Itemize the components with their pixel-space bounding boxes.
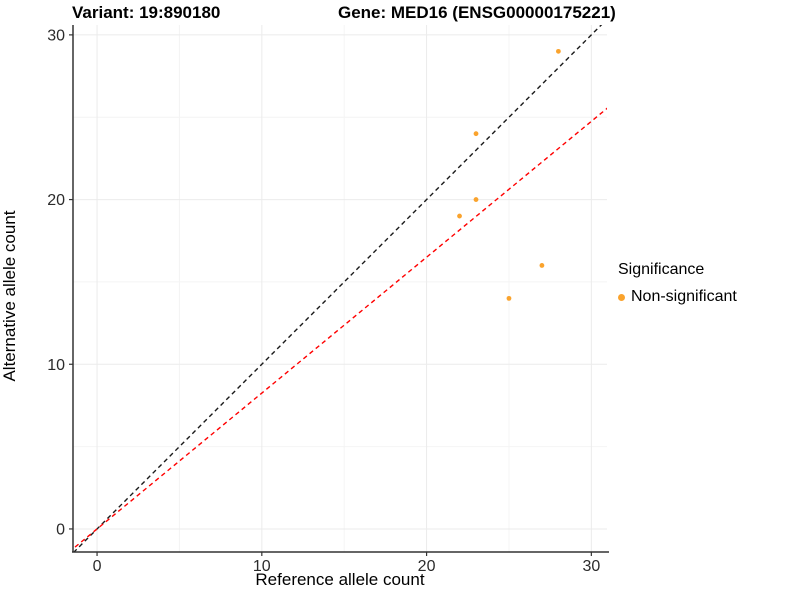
- x-axis-title: Reference allele count: [255, 570, 425, 589]
- expected-ratio-line: [73, 107, 607, 550]
- y-tick-label: 20: [47, 192, 65, 209]
- legend: Significance Non-significant: [618, 260, 737, 306]
- data-point: [555, 48, 561, 54]
- data-point: [539, 263, 545, 268]
- point-swatch-icon: [618, 293, 625, 301]
- y-tick-label: 30: [47, 27, 65, 44]
- data-point: [473, 197, 479, 202]
- x-tick-label: 0: [93, 558, 102, 575]
- data-point: [457, 213, 462, 219]
- variant-title: Variant: 19:890180: [72, 3, 221, 22]
- x-tick-label: 10: [253, 558, 271, 575]
- x-tick-label: 20: [418, 558, 436, 575]
- gene-title: Gene: MED16 (ENSG00000175221): [338, 3, 616, 22]
- data-point: [473, 131, 479, 137]
- legend-title: Significance: [618, 261, 705, 278]
- legend-entry-label: Non-significant: [631, 288, 737, 305]
- y-tick-label: 10: [47, 357, 65, 374]
- identity-line: [73, 25, 603, 552]
- y-tick-label: 0: [56, 521, 65, 538]
- legend-entry: Non-significant: [618, 288, 737, 306]
- y-axis-title: Alternative allele count: [0, 210, 19, 382]
- x-tick-label: 30: [582, 558, 600, 575]
- data-point: [506, 295, 512, 301]
